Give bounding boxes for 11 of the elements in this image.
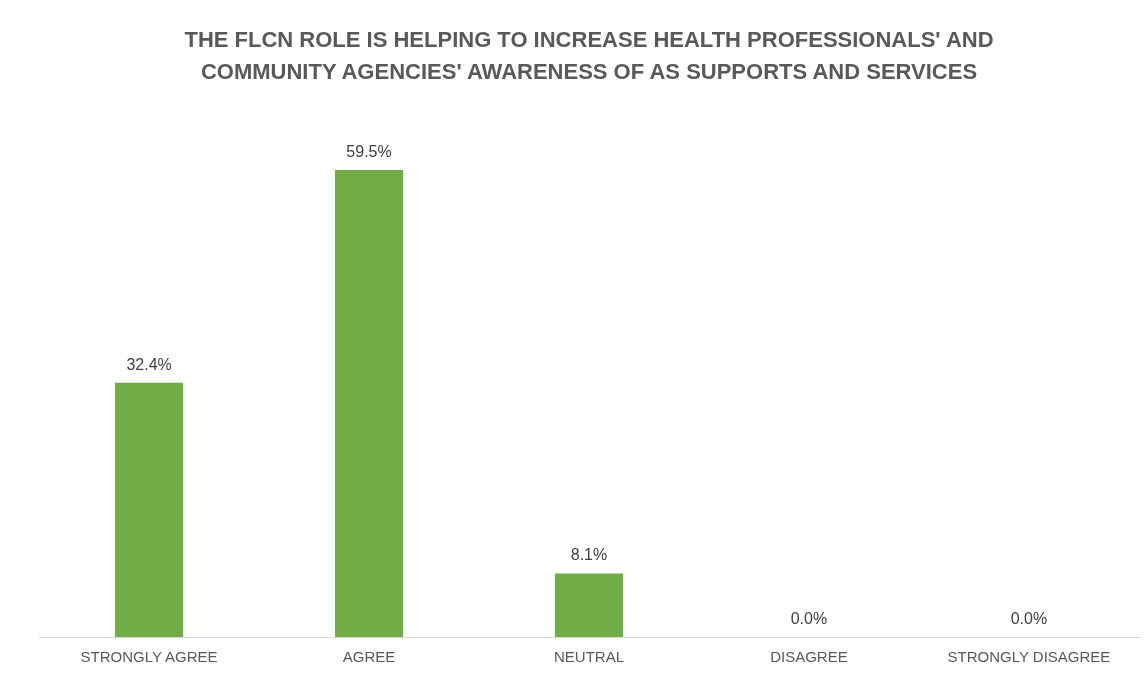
x-tick-label: STRONGLY AGREE	[80, 647, 218, 665]
x-tick-label: DISAGREE	[770, 647, 848, 665]
x-tick-label: AGREE	[342, 647, 396, 665]
x-tick-label: NEUTRAL	[553, 647, 625, 665]
x-tick-label: STRONGLY DISAGREE	[947, 647, 1111, 665]
data-label: 0.0%	[790, 610, 828, 627]
chart-title: THE FLCN ROLE IS HELPING TO INCREASE HEALTH PROFESSIONALS' AND COMMUNITY AGENCIES' AWARENESS OF AS SUPPORTS AND SERVICES	[184, 26, 994, 84]
data-label: 0.0%	[1010, 610, 1048, 627]
data-label: 32.4%	[126, 355, 172, 373]
data-label: 59.5%	[346, 142, 392, 160]
data-label: 8.1%	[570, 546, 608, 564]
